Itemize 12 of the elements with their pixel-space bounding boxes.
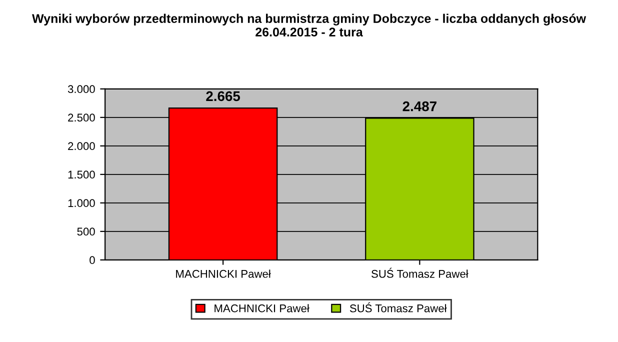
y-tick-label: 1.500 xyxy=(68,170,95,179)
y-tick-label: 2.000 xyxy=(68,142,95,150)
y-tick-label: 2.500 xyxy=(68,114,95,122)
data-label: 2.665 xyxy=(206,91,240,102)
y-tick-label: 3.000 xyxy=(68,85,95,94)
chart-title: Wyniki wyborów przedterminowych na burmistrza gminy Dobczyce - liczba oddanych głosów 26.04.2015 - 2 tura xyxy=(32,14,586,36)
legend-label: SUŚ Tomasz Paweł xyxy=(350,302,447,312)
legend-label: MACHNICKI Paweł xyxy=(214,304,310,312)
y-tick-label: 0 xyxy=(90,256,95,264)
y-tick-label: 1.000 xyxy=(68,199,95,208)
y-tick-label: 500 xyxy=(77,228,95,236)
data-label: 2.487 xyxy=(402,101,436,112)
